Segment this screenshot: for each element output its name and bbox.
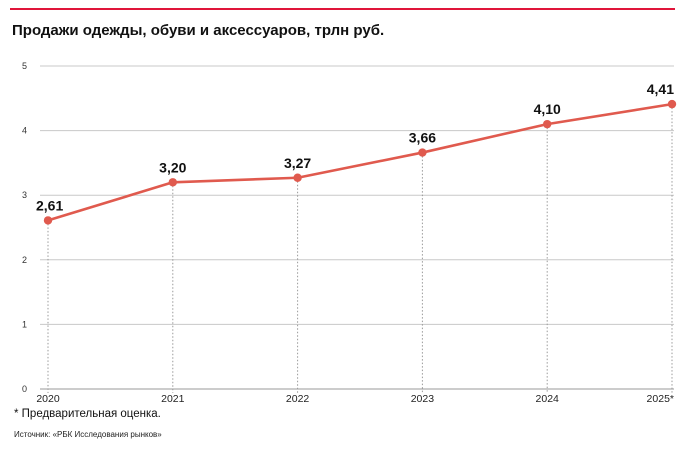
y-tick-label: 0: [22, 384, 27, 394]
x-tick-label: 2022: [286, 393, 310, 405]
data-point: [293, 173, 302, 182]
x-tick-label: 2025*: [647, 393, 674, 405]
data-label: 4,10: [534, 101, 561, 117]
y-tick-label: 1: [22, 319, 27, 329]
x-tick-label: 2021: [161, 393, 185, 405]
y-tick-label: 5: [22, 61, 27, 71]
series-line: [47, 102, 673, 222]
data-label: 3,27: [284, 155, 311, 171]
source-note: Источник: «РБК Исследования рынков»: [14, 430, 162, 439]
chart-title: Продажи одежды, обуви и аксессуаров, трл…: [12, 22, 385, 39]
top-accent-rule: [10, 8, 675, 10]
data-point: [667, 99, 677, 109]
y-axis-ticks: 0 1 2 3 4 5: [22, 61, 27, 394]
x-axis-ticks: 2020 2021 2022 2023 2024 2025*: [36, 393, 674, 405]
grid-lines: [40, 65, 674, 390]
y-tick-label: 2: [22, 255, 27, 265]
x-tick-label: 2023: [411, 393, 435, 405]
data-points: [43, 99, 677, 225]
data-label: 3,20: [159, 159, 186, 175]
data-label: 2,61: [36, 197, 63, 213]
data-point: [543, 119, 552, 129]
data-point: [43, 216, 53, 225]
footnote: * Предварительная оценка.: [14, 408, 161, 420]
y-tick-label: 4: [22, 126, 27, 136]
data-point: [168, 178, 177, 187]
x-tick-label: 2020: [36, 393, 60, 405]
data-labels: 2,61 3,20 3,27 3,66 4,10 4,41: [36, 81, 674, 213]
data-point: [418, 148, 427, 157]
data-label: 4,41: [647, 81, 674, 97]
x-tick-label: 2024: [536, 393, 560, 405]
data-label: 3,66: [409, 130, 436, 146]
y-tick-label: 3: [22, 190, 27, 200]
vertical-guides: [47, 104, 673, 393]
